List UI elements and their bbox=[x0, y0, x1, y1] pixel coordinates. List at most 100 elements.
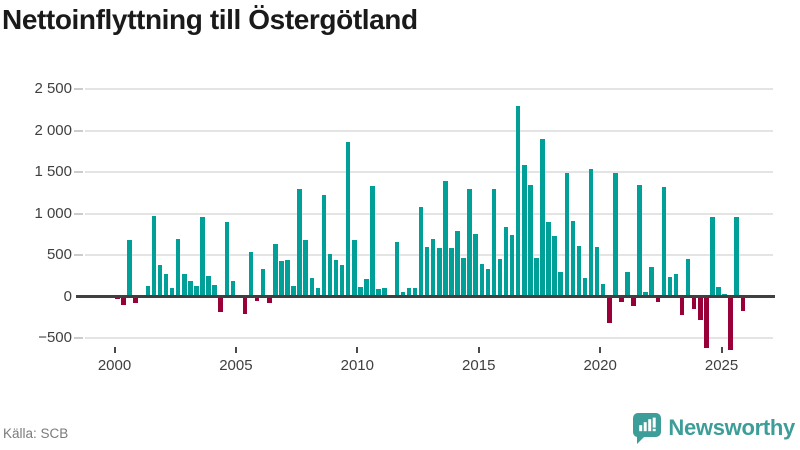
bar-2012-q4 bbox=[424, 246, 430, 297]
gridline-1000 bbox=[85, 212, 773, 215]
bar-2001-q2 bbox=[145, 286, 151, 297]
gridline-1500 bbox=[85, 171, 773, 174]
bar-2020-q3 bbox=[613, 172, 618, 297]
y-axis-label-0: 0 bbox=[63, 287, 72, 305]
bar-2015-q2 bbox=[485, 268, 491, 297]
newsworthy-logo[interactable]: Newsworthy bbox=[633, 412, 795, 444]
x-axis-zero-line bbox=[76, 295, 775, 299]
bar-2002-q3 bbox=[175, 238, 181, 297]
bar-2025-q4 bbox=[740, 296, 746, 311]
bar-2015-q3 bbox=[491, 188, 497, 297]
y-axis-label-1000: 1 000 bbox=[34, 204, 72, 222]
bar-2007-q1 bbox=[285, 260, 290, 297]
bar-2005-q3 bbox=[248, 251, 254, 297]
x-axis-label-2025: 2025 bbox=[704, 357, 739, 374]
bar-2003-q1 bbox=[188, 280, 193, 297]
bar-2002-q1 bbox=[163, 273, 169, 297]
bar-2007-q2 bbox=[291, 285, 296, 297]
bar-2008-q1 bbox=[309, 278, 315, 297]
bar-2022-q3 bbox=[661, 186, 667, 297]
bar-2025-q3 bbox=[734, 217, 739, 297]
bar-2018-q1 bbox=[552, 236, 557, 297]
gridline-2000 bbox=[85, 129, 773, 132]
bar-2022-q1 bbox=[649, 266, 654, 297]
bar-2011-q3 bbox=[394, 241, 400, 297]
bar-2003-q4 bbox=[206, 275, 211, 297]
bar-2019-q3 bbox=[588, 168, 594, 297]
y-tick-500 bbox=[74, 254, 83, 257]
bar-2017-q2 bbox=[534, 258, 539, 297]
y-tick-1500 bbox=[74, 171, 83, 174]
x-tick-2010 bbox=[356, 347, 359, 353]
bar-2021-q1 bbox=[625, 271, 630, 297]
bar-2001-q4 bbox=[157, 265, 163, 297]
newsworthy-logo-text: Newsworthy bbox=[668, 415, 795, 440]
bar-2014-q4 bbox=[473, 233, 478, 297]
bar-2019-q2 bbox=[582, 278, 588, 297]
bar-2004-q3 bbox=[224, 222, 230, 297]
y-tick--500 bbox=[74, 337, 83, 340]
bar-2010-q2 bbox=[364, 279, 369, 297]
bar-2019-q1 bbox=[576, 246, 582, 297]
bar-2020-q4 bbox=[619, 296, 624, 303]
bar-2005-q2 bbox=[242, 296, 248, 315]
bar-2000-q2 bbox=[121, 296, 126, 305]
bar-2008-q3 bbox=[321, 194, 327, 297]
bar-2018-q3 bbox=[564, 173, 570, 297]
bar-2014-q2 bbox=[461, 258, 466, 297]
x-axis-label-2015: 2015 bbox=[462, 357, 496, 374]
x-tick-2015 bbox=[477, 347, 480, 353]
bar-2012-q2 bbox=[412, 287, 418, 297]
bar-2000-q3 bbox=[127, 240, 132, 297]
bar-2024-q4 bbox=[716, 287, 721, 297]
bar-2025-q2 bbox=[728, 296, 733, 350]
bar-2005-q4 bbox=[254, 296, 260, 301]
x-axis-label-2000: 2000 bbox=[97, 357, 132, 374]
bar-2009-q4 bbox=[352, 239, 357, 297]
bar-2016-q2 bbox=[509, 234, 515, 297]
bar-2011-q4 bbox=[400, 291, 406, 297]
y-axis-label-2500: 2 500 bbox=[34, 80, 72, 98]
bar-2013-q4 bbox=[449, 248, 454, 297]
bar-2024-q2 bbox=[704, 296, 709, 349]
x-tick-2000 bbox=[113, 347, 116, 353]
bar-2024-q3 bbox=[710, 217, 715, 297]
bar-2007-q4 bbox=[303, 240, 308, 297]
bar-2004-q4 bbox=[230, 280, 236, 297]
y-axis-label-1500: 1 500 bbox=[34, 163, 72, 181]
x-tick-2005 bbox=[234, 347, 237, 353]
bar-2001-q3 bbox=[151, 216, 157, 297]
x-tick-2020 bbox=[599, 347, 602, 353]
bar-2008-q4 bbox=[327, 253, 333, 297]
bar-2006-q4 bbox=[279, 261, 284, 297]
source-label: Källa: SCB bbox=[3, 426, 69, 441]
bar-2003-q2 bbox=[194, 285, 199, 297]
bar-2023-q1 bbox=[673, 273, 679, 297]
y-tick-2500 bbox=[74, 88, 83, 91]
y-axis-label-2000: 2 000 bbox=[34, 121, 72, 139]
bar-2006-q1 bbox=[260, 269, 266, 297]
bar-2021-q4 bbox=[643, 291, 648, 297]
y-axis-label--500: −500 bbox=[38, 329, 72, 347]
bar-2022-q2 bbox=[655, 296, 661, 303]
x-axis-label-2005: 2005 bbox=[219, 357, 253, 374]
bar-2021-q3 bbox=[637, 184, 642, 297]
x-axis-label-2010: 2010 bbox=[340, 357, 374, 374]
bar-2023-q4 bbox=[691, 296, 697, 310]
bar-2010-q4 bbox=[376, 289, 381, 297]
bar-2017-q4 bbox=[546, 221, 551, 297]
y-tick-2000 bbox=[74, 129, 83, 132]
bar-2019-q4 bbox=[594, 246, 600, 297]
bar-2018-q2 bbox=[558, 271, 563, 297]
x-axis-label-2020: 2020 bbox=[583, 357, 617, 374]
x-tick-2025 bbox=[720, 347, 723, 353]
bar-2015-q1 bbox=[479, 263, 485, 297]
y-axis-label-500: 500 bbox=[46, 246, 72, 264]
bar-2014-q3 bbox=[467, 189, 472, 297]
page-title: Nettoinflyttning till Östergötland bbox=[2, 4, 418, 35]
bar-2010-q3 bbox=[370, 186, 375, 297]
bar-2002-q2 bbox=[169, 288, 175, 297]
bar-2004-q2 bbox=[218, 296, 223, 312]
bar-2017-q3 bbox=[540, 139, 545, 297]
